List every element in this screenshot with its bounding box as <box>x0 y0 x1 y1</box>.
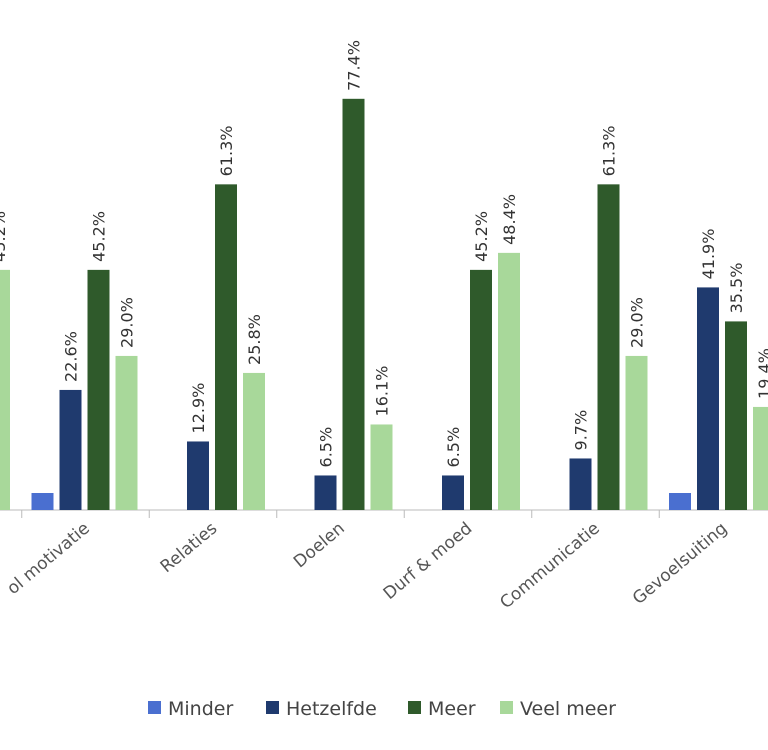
bar <box>569 458 592 510</box>
legend-swatch <box>500 701 513 714</box>
bar <box>442 475 464 510</box>
data-label: 41.9% <box>699 229 718 280</box>
legend-swatch <box>408 701 421 714</box>
x-tick-label: ol motivatie <box>3 519 93 599</box>
bar <box>597 184 620 510</box>
data-label: 45.2% <box>472 211 491 262</box>
data-label: 6.5% <box>317 427 336 468</box>
data-label: 48.4% <box>500 194 519 245</box>
bar <box>725 321 747 510</box>
legend-swatch <box>266 701 279 714</box>
data-label: 29.0% <box>118 297 137 348</box>
data-label: 35.5% <box>727 263 746 314</box>
bar <box>187 441 209 510</box>
data-label: 61.3% <box>217 126 236 177</box>
data-label: 22.6% <box>62 331 81 382</box>
data-label: 29.0% <box>628 297 647 348</box>
bar <box>31 493 54 510</box>
bar <box>753 406 768 510</box>
x-tick-label: Gevoelsuiting <box>629 519 731 609</box>
data-label: 12.9% <box>189 383 208 434</box>
bar <box>342 98 365 510</box>
legend-label: Hetzelfde <box>286 698 377 720</box>
bar <box>498 252 520 510</box>
bar <box>243 372 265 510</box>
legend-label: Meer <box>428 698 476 720</box>
bar <box>625 355 648 510</box>
legend-label: Minder <box>168 698 233 720</box>
bar <box>59 389 82 510</box>
data-label: 45.2% <box>0 211 9 262</box>
data-label: 25.8% <box>245 314 264 365</box>
data-label: 45.2% <box>90 211 109 262</box>
bar <box>0 269 10 510</box>
data-label: 19.4% <box>755 348 768 399</box>
bar <box>87 269 110 510</box>
x-tick-label: Relaties <box>157 518 222 577</box>
bar <box>215 184 237 510</box>
data-label: 9.7% <box>572 410 591 451</box>
bar <box>669 493 691 510</box>
bar <box>370 424 393 510</box>
x-tick-label: Communicatie <box>496 519 603 614</box>
legend-label: Veel meer <box>520 698 616 720</box>
data-label: 61.3% <box>600 126 619 177</box>
x-tick-label: Doelen <box>290 519 349 573</box>
data-label: 6.5% <box>444 427 463 468</box>
legend-swatch <box>148 701 161 714</box>
data-label: 16.1% <box>373 366 392 417</box>
bar <box>697 287 719 510</box>
bar <box>470 269 492 510</box>
x-tick-label: Durf & moed <box>380 519 476 604</box>
bar <box>115 355 138 510</box>
bar <box>314 475 337 510</box>
data-label: 77.4% <box>345 40 364 91</box>
